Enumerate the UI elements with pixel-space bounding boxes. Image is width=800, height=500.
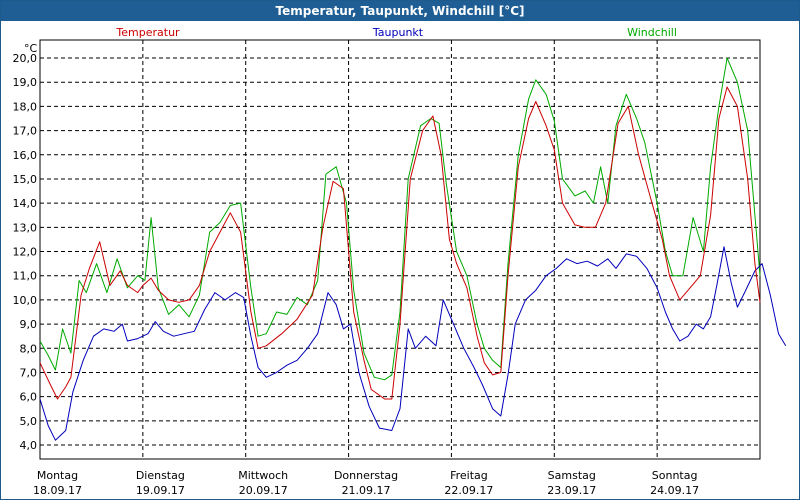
- y-tick-label: 12,0: [13, 246, 38, 259]
- y-tick-label: 5,0: [20, 415, 38, 428]
- x-tick-date: 19.09.17: [136, 484, 185, 497]
- series-line-windchill: [39, 57, 761, 381]
- x-tick-day: Freitag: [450, 469, 488, 482]
- chart-title: Temperatur, Taupunkt, Windchill [°C]: [1, 1, 799, 21]
- x-tick-day: Montag: [37, 469, 78, 482]
- y-axis-unit: °C: [24, 42, 38, 55]
- y-tick-label: 7,0: [20, 366, 38, 379]
- y-tick-label: 20,0: [13, 52, 38, 65]
- x-axis: Montag 18.09.17 Dienstag 19.09.17 Mittwoch 20…: [33, 469, 699, 497]
- legend-windchill: Windchill: [627, 26, 677, 39]
- x-tick-day: Mittwoch: [238, 469, 288, 482]
- x-tick-day: Sonntag: [652, 469, 698, 482]
- x-tick-day: Samstag: [548, 469, 596, 482]
- y-tick-label: 10,0: [13, 294, 38, 307]
- x-tick-date: 23.09.17: [547, 484, 596, 497]
- x-tick-day: Dienstag: [136, 469, 185, 482]
- y-tick-label: 13,0: [13, 221, 38, 234]
- x-tick-date: 18.09.17: [33, 484, 82, 497]
- x-tick-date: 22.09.17: [444, 484, 493, 497]
- grid: [40, 40, 760, 459]
- y-tick-label: 6,0: [20, 391, 38, 404]
- y-tick-label: 9,0: [20, 318, 38, 331]
- series-line-taupunkt: [39, 246, 787, 441]
- legend-taupunkt: Taupunkt: [372, 26, 424, 39]
- y-tick-label: 8,0: [20, 342, 38, 355]
- y-tick-label: 4,0: [20, 439, 38, 452]
- y-tick-label: 18,0: [13, 100, 38, 113]
- x-tick-day: Donnerstag: [334, 469, 398, 482]
- x-tick-date: 24.09.17: [650, 484, 699, 497]
- y-axis: 20,0 19,0 18,0 17,0 16,0 15,0 14,0 13,0 12,0 11,0…: [13, 52, 38, 452]
- legend-temperatur: Temperatur: [115, 26, 180, 39]
- plot-area: [39, 39, 761, 460]
- y-tick-label: 16,0: [13, 149, 38, 162]
- y-tick-label: 19,0: [13, 76, 38, 89]
- series-line-temperatur: [39, 86, 761, 400]
- y-tick-label: 17,0: [13, 125, 38, 138]
- series-lines: [39, 57, 787, 441]
- y-tick-label: 15,0: [13, 173, 38, 186]
- x-tick-date: 21.09.17: [342, 484, 391, 497]
- x-tick-date: 20.09.17: [239, 484, 288, 497]
- y-tick-label: 14,0: [13, 197, 38, 210]
- y-tick-label: 11,0: [13, 270, 38, 283]
